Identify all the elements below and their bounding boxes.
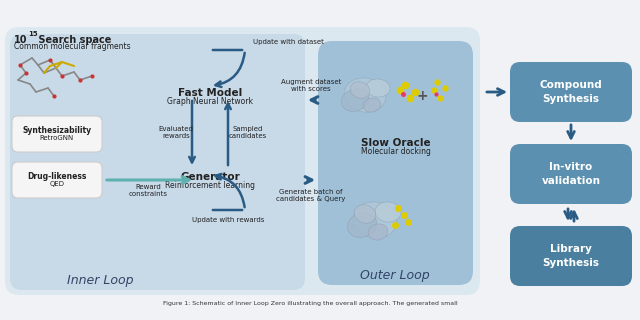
FancyBboxPatch shape — [510, 62, 632, 122]
FancyBboxPatch shape — [12, 116, 102, 152]
Text: Sampled
candidates: Sampled candidates — [229, 125, 267, 139]
Text: Generator: Generator — [180, 172, 240, 182]
Text: Evaluated
rewards: Evaluated rewards — [159, 125, 193, 139]
Text: Reinforcement learning: Reinforcement learning — [165, 181, 255, 190]
Ellipse shape — [363, 98, 381, 112]
Ellipse shape — [348, 212, 377, 237]
Text: Augment dataset
with scores: Augment dataset with scores — [281, 78, 341, 92]
Text: +: + — [416, 89, 428, 103]
Ellipse shape — [354, 205, 376, 223]
Ellipse shape — [368, 224, 388, 240]
Text: Reward
constraints: Reward constraints — [129, 183, 168, 196]
Text: Inner Loop: Inner Loop — [67, 274, 133, 287]
Text: In-vitro
validation: In-vitro validation — [541, 163, 600, 186]
Text: RetroGNN: RetroGNN — [40, 135, 74, 141]
Ellipse shape — [353, 202, 397, 238]
Text: Synthesizability: Synthesizability — [22, 126, 92, 135]
Text: Graph Neural Network: Graph Neural Network — [167, 97, 253, 106]
Text: Slow Oracle: Slow Oracle — [361, 138, 431, 148]
Text: 15: 15 — [28, 31, 38, 37]
Text: Figure 1: Schematic of Inner Loop Zero illustrating the overall approach. The ge: Figure 1: Schematic of Inner Loop Zero i… — [163, 301, 458, 306]
Ellipse shape — [344, 78, 386, 112]
Text: 10: 10 — [14, 35, 28, 45]
Text: Compound
Synthesis: Compound Synthesis — [540, 80, 602, 104]
FancyBboxPatch shape — [10, 34, 305, 290]
Text: Update with dataset: Update with dataset — [253, 39, 324, 45]
Text: Outer Loop: Outer Loop — [360, 269, 430, 282]
FancyBboxPatch shape — [510, 144, 632, 204]
FancyBboxPatch shape — [12, 162, 102, 198]
Ellipse shape — [341, 89, 369, 111]
Text: QED: QED — [49, 181, 65, 187]
Text: Fast Model: Fast Model — [178, 88, 242, 98]
Text: Library
Synthesis: Library Synthesis — [543, 244, 600, 268]
Ellipse shape — [366, 79, 390, 97]
Text: Common molecular fragments: Common molecular fragments — [14, 42, 131, 51]
FancyBboxPatch shape — [5, 27, 480, 295]
Text: Drug-likeness: Drug-likeness — [28, 172, 86, 181]
Ellipse shape — [350, 82, 370, 98]
Text: Generate batch of
candidates & Query: Generate batch of candidates & Query — [276, 188, 346, 202]
Text: Search space: Search space — [35, 35, 111, 45]
Text: Molecular docking: Molecular docking — [361, 147, 431, 156]
FancyBboxPatch shape — [318, 41, 473, 285]
Ellipse shape — [375, 202, 401, 222]
FancyBboxPatch shape — [510, 226, 632, 286]
Text: Update with rewards: Update with rewards — [192, 217, 264, 223]
